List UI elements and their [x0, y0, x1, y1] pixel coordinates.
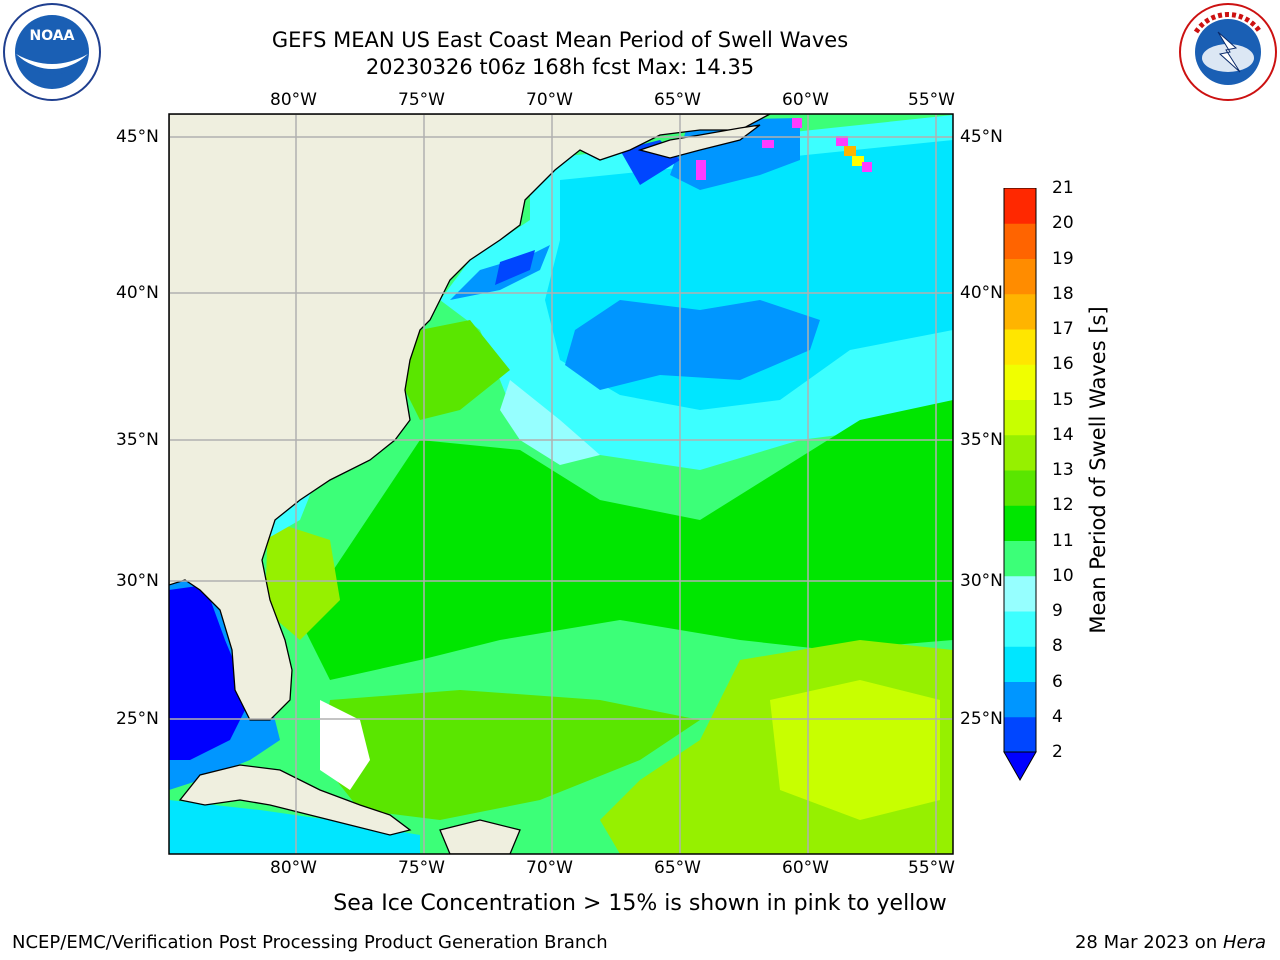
colorbar-band	[1004, 611, 1036, 647]
field-region-bahamas	[320, 700, 370, 790]
colorbar-band	[1004, 505, 1036, 541]
lat-tick-right: 45°N	[960, 127, 1003, 147]
lon-tick-top: 55°W	[908, 90, 955, 110]
colorbar-title: Mean Period of Swell Waves [s]	[1086, 306, 1110, 634]
colorbar-tick-label: 8	[1052, 636, 1063, 657]
lon-tick-top: 80°W	[270, 90, 317, 110]
colorbar-tick-label: 9	[1052, 601, 1063, 621]
lon-tick-top: 70°W	[526, 90, 573, 110]
lon-tick-bottom: 80°W	[270, 858, 317, 878]
lat-tick-right: 40°N	[960, 283, 1003, 303]
field-region-11s	[300, 400, 953, 680]
lon-tick-top: 75°W	[398, 90, 445, 110]
colorbar-band	[1004, 329, 1036, 365]
colorbar-tick-label: 12	[1052, 495, 1074, 516]
colorbar-band	[1004, 646, 1036, 682]
colorbar-tick-label: 14	[1052, 424, 1074, 445]
colorbar-tick-label: 16	[1052, 354, 1074, 375]
colorbar-band	[1004, 716, 1036, 753]
colorbar-tick-label: 4	[1052, 706, 1063, 727]
lat-tick-left: 30°N	[116, 571, 159, 591]
sea-ice-note: Sea Ice Concentration > 15% is shown in …	[333, 891, 947, 916]
footer-date-text: 28 Mar 2023 on	[1074, 932, 1223, 953]
colorbar-frame	[1003, 188, 1037, 753]
colorbar-tick-label: 18	[1052, 283, 1074, 304]
map-frame	[168, 113, 954, 855]
field-region-2s-shelf	[495, 250, 535, 285]
colorbar-band	[1004, 258, 1036, 295]
north-america-land	[169, 114, 771, 721]
colorbar-tick-label: 6	[1052, 671, 1063, 692]
lon-tick-bottom: 75°W	[398, 858, 445, 878]
colorbar-tick-label: 17	[1052, 319, 1074, 339]
colorbar-tick-label: 19	[1052, 248, 1074, 269]
colorbar-band	[1004, 223, 1036, 259]
lon-tick-top: 60°W	[782, 90, 829, 110]
field-region-13s-coast	[265, 520, 340, 640]
colorbar-band	[1004, 364, 1036, 400]
colorbar-tick-label: 21	[1052, 178, 1074, 198]
cuba-land	[178, 764, 412, 836]
lat-tick-right: 30°N	[960, 571, 1003, 591]
colorbar-band	[1004, 575, 1036, 612]
nws-logo-icon	[1179, 3, 1277, 101]
footer-credit: NCEP/EMC/Verification Post Processing Pr…	[12, 932, 608, 953]
colorbar-band	[1004, 434, 1036, 471]
sea-ice-overlay	[696, 118, 872, 180]
colorbar-band	[1004, 540, 1036, 577]
field-region-9s	[500, 380, 600, 465]
map-subtitle: 20230326 t06z 168h fcst Max: 14.35	[365, 55, 755, 79]
lat-tick-left: 25°N	[116, 709, 159, 729]
colorbar-band	[1004, 399, 1036, 436]
lat-tick-left: 40°N	[116, 283, 159, 303]
lat-tick-right: 35°N	[960, 430, 1003, 450]
colorbar-band	[1004, 188, 1036, 224]
lon-tick-bottom: 55°W	[908, 858, 955, 878]
lat-tick-left: 45°N	[116, 127, 159, 147]
footer-date: 28 Mar 2023 on Hera	[1075, 932, 1266, 953]
lat-tick-right: 25°N	[960, 709, 1003, 729]
colorbar-tick-label: 15	[1052, 389, 1074, 410]
footer-host: Hera	[1222, 932, 1266, 953]
colorbar-tick-label: 20	[1052, 213, 1074, 234]
colorbar-tick-label: 13	[1052, 460, 1074, 480]
colorbar-tick-label: 10	[1052, 565, 1074, 586]
colorbar-band	[1004, 293, 1036, 330]
colorbar-tick-label: 2	[1052, 742, 1063, 762]
map-title: GEFS MEAN US East Coast Mean Period of S…	[271, 28, 849, 52]
field-region-14s	[770, 680, 940, 820]
field-region-12s-south	[320, 690, 700, 820]
lon-tick-top: 65°W	[654, 90, 701, 110]
lon-tick-bottom: 65°W	[654, 858, 701, 878]
colorbar	[1003, 188, 1037, 782]
lon-tick-bottom: 70°W	[526, 858, 573, 878]
graticule	[169, 114, 953, 854]
field-region-4s	[565, 300, 820, 390]
field-region-gulf-2s	[169, 585, 250, 760]
colorbar-tick-label: 11	[1052, 530, 1074, 551]
field-region-caribbean	[169, 800, 420, 854]
lat-tick-left: 35°N	[116, 430, 159, 450]
hispaniola-land	[439, 819, 521, 854]
colorbar-band	[1004, 681, 1036, 718]
noaa-logo-text: NOAA	[30, 28, 75, 44]
field-region-12s	[400, 320, 510, 420]
colorbar-extend-min	[1003, 751, 1037, 782]
lon-tick-bottom: 60°W	[782, 858, 829, 878]
noaa-logo-icon: NOAA	[3, 3, 101, 101]
colorbar-band	[1004, 470, 1036, 506]
